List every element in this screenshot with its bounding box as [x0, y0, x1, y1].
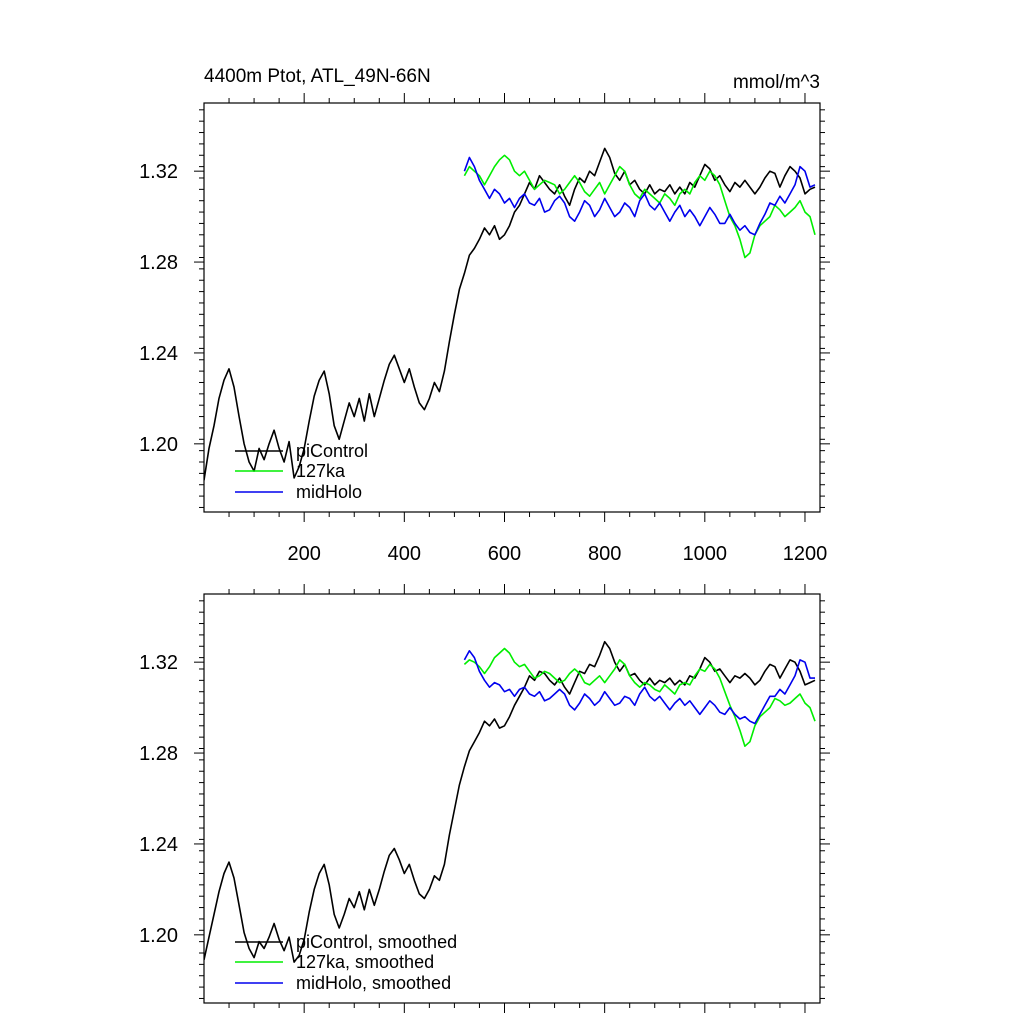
x-tick-label: 1200	[783, 543, 828, 565]
top-panel: 200 400 600 800 1000 1200 1.20 1.24 1.28 1.32 piCo…	[139, 93, 830, 565]
panel-title: 4400m Ptot, ATL_49N-66N	[204, 66, 431, 87]
x-tick-label: 800	[588, 543, 621, 565]
y-tick-label: 1.28	[139, 743, 178, 765]
legend-label: piControl, smoothed	[296, 932, 457, 952]
legend-label: midHolo, smoothed	[296, 973, 451, 993]
x-tick-label: 1000	[683, 543, 728, 565]
plot-frame	[203, 593, 821, 1004]
y-tick-label: 1.28	[139, 252, 178, 274]
legend-label: midHolo	[296, 482, 362, 502]
y-tick-label: 1.32	[139, 652, 178, 674]
series-line	[204, 147, 816, 481]
y-tick-label: 1.32	[139, 161, 178, 183]
y-tick-label: 1.20	[139, 925, 178, 947]
x-tick-label: 200	[287, 543, 320, 565]
series-line	[463, 650, 815, 725]
y-tick-label: 1.20	[139, 434, 178, 456]
legend-label: 127ka, smoothed	[296, 952, 434, 972]
legend-label: piControl	[296, 441, 368, 461]
y-tick-label: 1.24	[139, 834, 178, 856]
y-tick-label: 1.24	[139, 343, 178, 365]
x-tick-label: 400	[388, 543, 421, 565]
x-tick-label: 600	[488, 543, 521, 565]
units-label: mmol/m^3	[733, 72, 820, 93]
plot-frame	[203, 102, 821, 513]
legend-label: 127ka	[296, 461, 346, 481]
bottom-panel: 1.20 1.24 1.28 1.32 piControl, smoothed127ka…	[139, 584, 830, 1013]
series-line	[463, 154, 816, 259]
series-line	[463, 156, 816, 236]
series-line	[463, 647, 816, 747]
